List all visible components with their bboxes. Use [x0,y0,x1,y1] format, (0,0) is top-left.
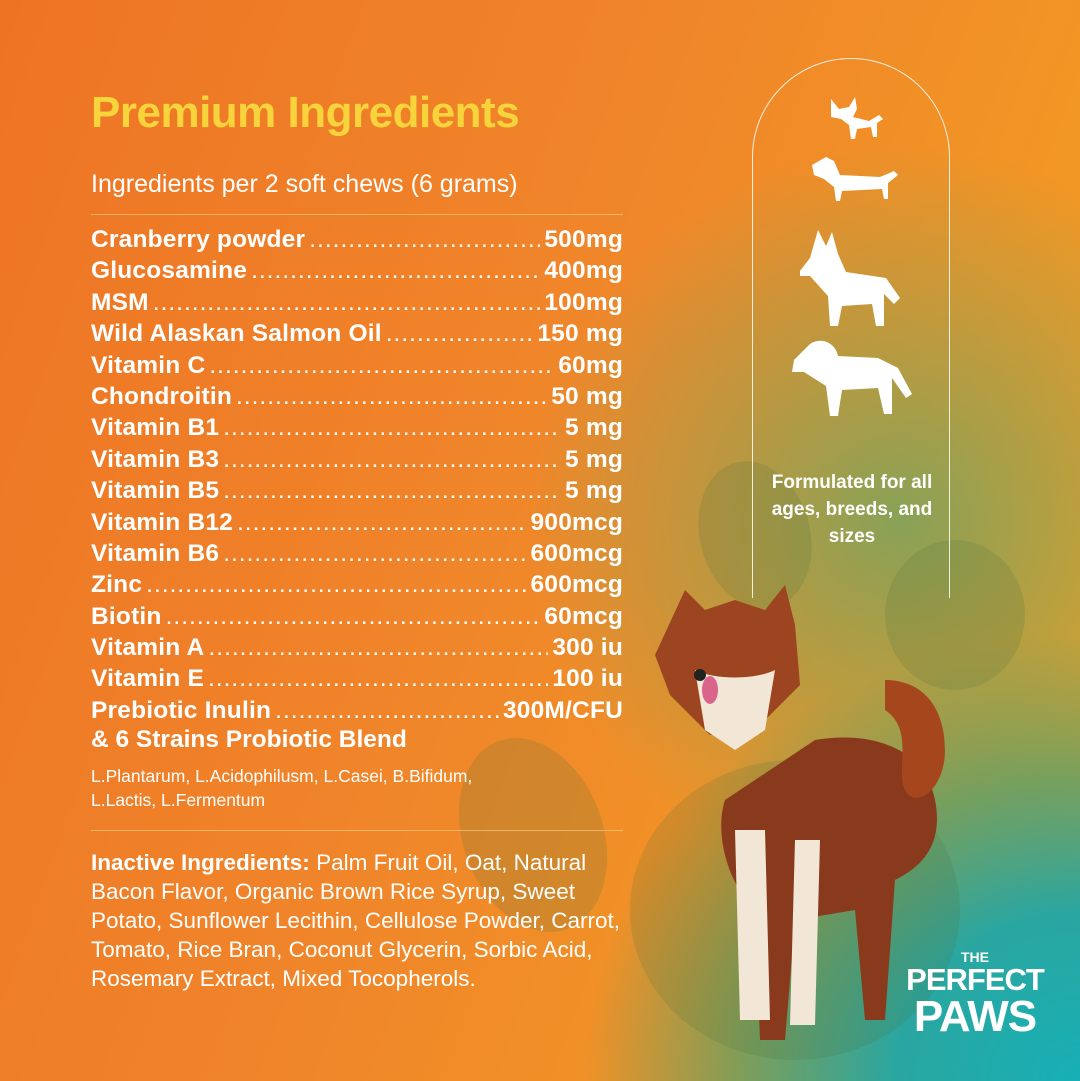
ingredient-name: Wild Alaskan Salmon Oil [91,320,382,348]
dot-leader [208,663,548,694]
ingredient-row: Vitamin B12 900mcg [91,507,623,538]
logo-perfect: PERFECT [906,962,1045,997]
ingredient-row: Vitamin C 60mg [91,350,623,381]
dot-leader [209,350,554,381]
ingredient-amount: 500mg [544,226,623,253]
dot-leader [223,444,561,475]
ingredient-row: Cranberry powder 500mg [91,224,623,255]
dot-leader [236,381,547,412]
husky-icon [800,230,900,326]
ingredient-list: Cranberry powder500mgGlucosamine400mgMSM… [91,224,623,726]
ingredient-row: Prebiotic Inulin 300M/CFU [91,695,623,726]
probiotic-blend: & 6 Strains Probiotic Blend [91,726,407,753]
brand-logo: THE PERFECT PAWS [905,950,1045,1039]
ingredient-name: Vitamin B12 [91,508,233,536]
large-dog-icon [792,340,912,416]
ingredient-row: Vitamin A 300 iu [91,632,623,663]
ingredient-name: Vitamin A [91,634,205,662]
small-dog-icon [831,97,883,139]
dot-leader [153,287,541,318]
ingredient-amount: 600mcg [530,539,623,567]
dot-leader [223,538,526,569]
ingredient-name: Glucosamine [91,257,248,285]
page-title: Premium Ingredients [91,88,520,137]
inactive-ingredients: Inactive Ingredients: Palm Fruit Oil, Oa… [91,848,631,993]
inactive-text: Palm Fruit Oil, Oat, Natural Bacon Flavo… [91,850,621,991]
logo-paws: PAWS [913,992,1037,1041]
ingredient-amount: 100 iu [552,665,623,693]
ingredient-name: Vitamin C [91,351,206,379]
ingredient-row: Vitamin B6 600mcg [91,538,623,569]
ingredient-amount: 400mg [544,257,623,285]
dot-leader [237,507,527,538]
ingredient-name: Vitamin B6 [91,539,220,567]
ingredient-amount: 5 mg [565,477,623,505]
ingredient-row: Glucosamine 400mg [91,255,623,286]
divider [91,830,623,831]
ingredient-row: Vitamin B3 5 mg [91,444,623,475]
ingredient-name: Vitamin B3 [91,445,220,473]
ingredient-row: Zinc 600mcg [91,569,623,600]
dot-leader [275,695,499,726]
ingredient-name: Cranberry powder [91,226,306,253]
ingredient-row: MSM 100mg [91,287,623,318]
ingredient-name: Chondroitin [91,382,232,410]
dot-leader [208,632,548,663]
ingredient-amount: 50 mg [551,382,623,410]
ingredient-name: Vitamin B5 [91,477,220,505]
ingredient-amount: 60mg [558,351,623,379]
serving-subtitle: Ingredients per 2 soft chews (6 grams) [91,170,518,198]
dot-leader [223,412,561,443]
ingredient-amount: 60mcg [544,602,623,630]
ingredient-amount: 100mg [544,288,623,316]
ingredient-row: Biotin 60mcg [91,601,623,632]
divider [91,214,623,215]
badge-arch [752,58,950,598]
ingredient-row: Wild Alaskan Salmon Oil 150 mg [91,318,623,349]
dot-leader [251,255,540,286]
ingredient-name: Biotin [91,602,162,630]
dot-leader [146,569,526,600]
dot-leader [223,475,561,506]
ingredient-row: Vitamin B1 5 mg [91,412,623,443]
ingredient-amount: 600mcg [530,571,623,599]
dot-leader [386,318,534,349]
ingredient-row: Chondroitin 50 mg [91,381,623,412]
ingredient-amount: 300 iu [552,634,623,662]
ingredient-amount: 150 mg [537,320,623,348]
ingredient-amount: 5 mg [565,445,623,473]
ingredient-name: Prebiotic Inulin [91,696,272,724]
ingredient-amount: 900mcg [530,508,623,536]
dot-leader [166,601,541,632]
probiotic-strains: L.Plantarum, L.Acidophilusm, L.Casei, B.… [91,766,473,810]
badge-text: Formulated for all ages, breeds, and siz… [771,472,933,547]
ingredient-name: Vitamin E [91,665,204,693]
ingredient-row: Vitamin E 100 iu [91,663,623,694]
ingredient-name: Vitamin B1 [91,414,220,442]
malamute-dog-photo [655,585,945,1040]
inactive-label: Inactive Ingredients: [91,850,310,875]
logo-the: THE [961,949,989,965]
dot-leader [309,224,540,255]
ingredient-name: Zinc [91,571,143,599]
ingredient-name: MSM [91,288,149,316]
ingredient-amount: 300M/CFU [502,696,623,724]
ingredient-row: Vitamin B5 5 mg [91,475,623,506]
ingredient-amount: 5 mg [565,414,623,442]
dachshund-icon [812,157,898,201]
